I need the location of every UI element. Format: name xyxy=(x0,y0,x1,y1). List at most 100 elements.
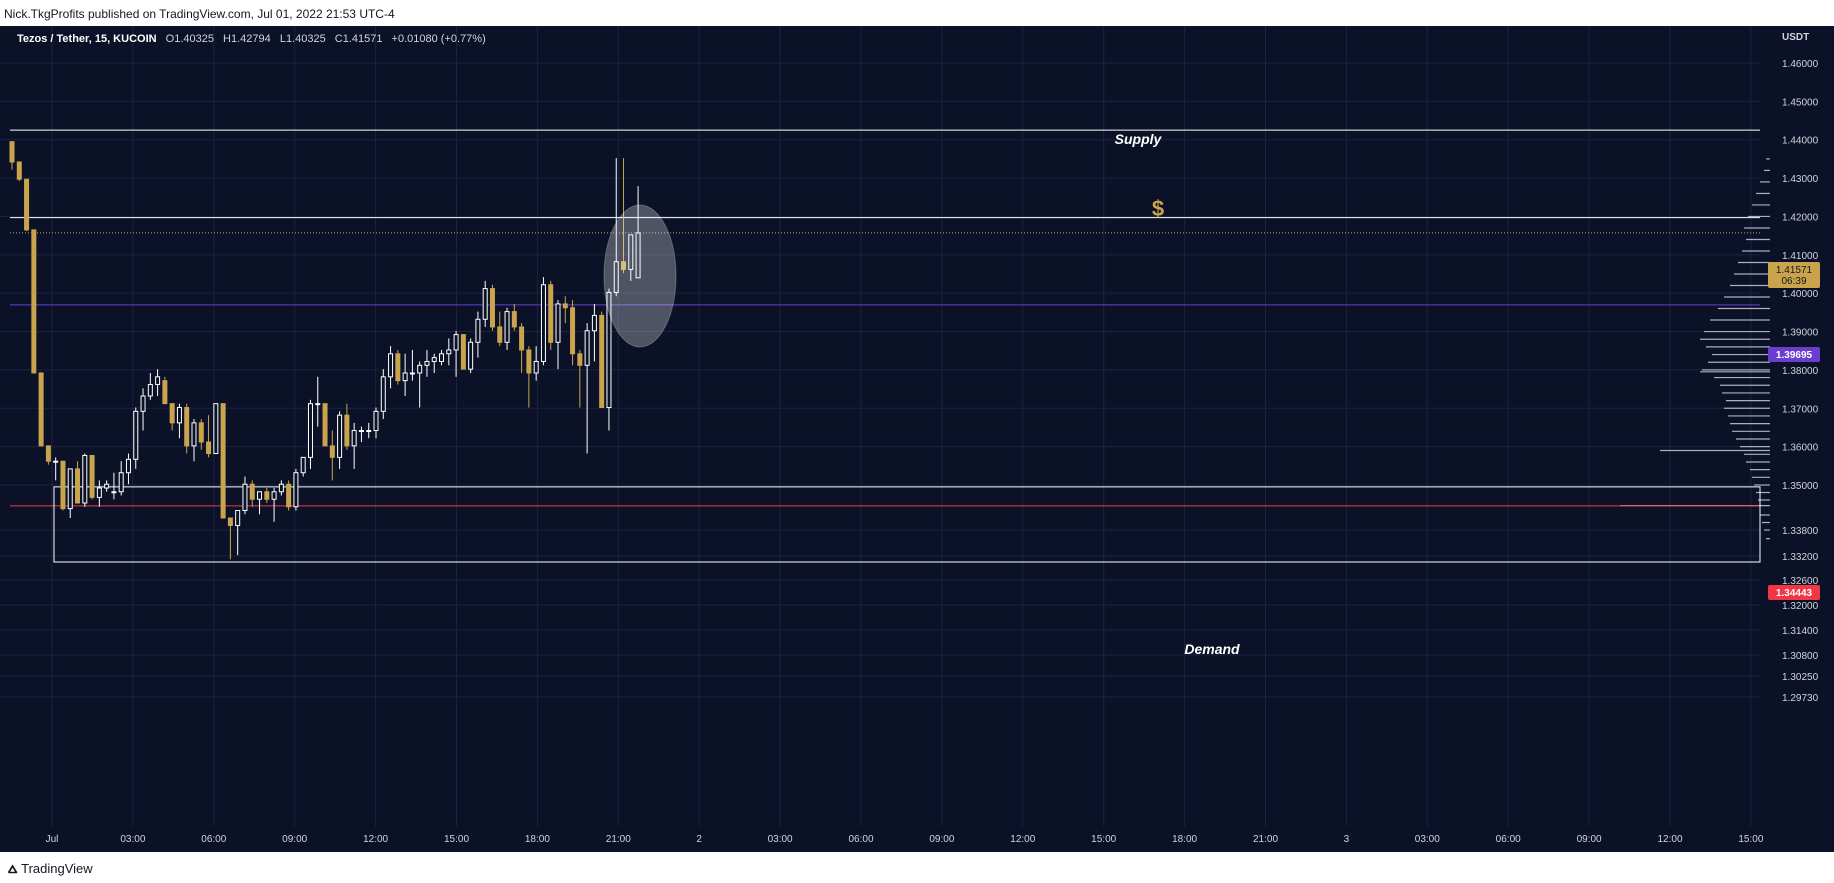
candle-body-bull[interactable] xyxy=(409,372,415,375)
candle-body-bear[interactable] xyxy=(570,307,576,355)
candle-body-bull[interactable] xyxy=(133,410,139,460)
candle-body-bull[interactable] xyxy=(591,314,597,332)
countdown-value: 06:39 xyxy=(1781,276,1806,287)
candle-body-bear[interactable] xyxy=(599,314,605,409)
candle-body-bear[interactable] xyxy=(89,454,95,498)
zones[interactable] xyxy=(53,486,1761,563)
candle-body-bull[interactable] xyxy=(417,364,423,374)
candle-body-bull[interactable] xyxy=(125,458,131,474)
candle-body-bear[interactable] xyxy=(45,445,51,462)
candle-body-bull[interactable] xyxy=(213,403,219,455)
candle-body-bull[interactable] xyxy=(482,288,488,320)
candle-body-bear[interactable] xyxy=(16,161,22,180)
candle-body-bull[interactable] xyxy=(358,430,364,433)
candle-body-bull[interactable] xyxy=(293,472,299,508)
candle-body-bull[interactable] xyxy=(402,372,408,382)
candle-body-bull[interactable] xyxy=(380,376,386,412)
candle-body-bull[interactable] xyxy=(468,341,474,370)
highlight-ellipse[interactable] xyxy=(603,204,677,348)
candle-body-bull[interactable] xyxy=(96,487,102,498)
candle-body-bull[interactable] xyxy=(67,468,73,510)
candle-body-bull[interactable] xyxy=(104,483,110,489)
candle-body-bull[interactable] xyxy=(307,403,313,458)
red-level-value: 1.34443 xyxy=(1776,588,1813,599)
candle-body-bear[interactable] xyxy=(526,349,532,374)
candle-body-bear[interactable] xyxy=(489,288,495,328)
candle-body-bull[interactable] xyxy=(257,491,263,500)
candle-body-bull[interactable] xyxy=(613,261,619,293)
candle-body-bull[interactable] xyxy=(155,376,161,385)
candle-body-bear[interactable] xyxy=(198,422,204,443)
candle-body-bull[interactable] xyxy=(242,483,248,511)
tradingview-logo[interactable]: ⩟ TradingView xyxy=(8,859,93,877)
candle-body-bear[interactable] xyxy=(220,403,226,519)
candle-body-bull[interactable] xyxy=(366,430,372,433)
candle-body-bull[interactable] xyxy=(111,491,117,494)
candle-body-bull[interactable] xyxy=(337,414,343,458)
demand-zone[interactable] xyxy=(53,486,1761,563)
candle-body-bull[interactable] xyxy=(278,483,284,493)
candle-body-bear[interactable] xyxy=(621,261,627,270)
candle-body-bull[interactable] xyxy=(533,360,539,374)
candle-body-bear[interactable] xyxy=(264,491,270,500)
candle-body-bear[interactable] xyxy=(249,483,255,500)
candle-body-bull[interactable] xyxy=(431,357,437,362)
candle-body-bear[interactable] xyxy=(322,403,328,447)
time-tick-label: 18:00 xyxy=(525,834,550,845)
candle-body-bull[interactable] xyxy=(628,234,634,270)
candle-body-bull[interactable] xyxy=(439,353,445,362)
candle-body-bull[interactable] xyxy=(140,395,146,412)
candle-body-bear[interactable] xyxy=(38,372,44,447)
candle-body-bear[interactable] xyxy=(286,483,292,508)
candle-body-bear[interactable] xyxy=(227,517,233,526)
candle-body-bull[interactable] xyxy=(373,410,379,432)
candle-body-bear[interactable] xyxy=(460,334,466,370)
candle-body-bear[interactable] xyxy=(9,141,15,163)
candle-body-bull[interactable] xyxy=(453,334,459,351)
candle-body-bull[interactable] xyxy=(53,460,59,463)
candle-body-bear[interactable] xyxy=(31,229,37,374)
candle-body-bull[interactable] xyxy=(606,291,612,409)
candle-body-bear[interactable] xyxy=(329,445,335,458)
candle-body-bear[interactable] xyxy=(562,303,568,309)
candle-body-bull[interactable] xyxy=(176,407,182,424)
candle-body-bear[interactable] xyxy=(344,414,350,447)
candle-body-bull[interactable] xyxy=(540,284,546,362)
candle-body-bull[interactable] xyxy=(191,422,197,447)
candle-body-bull[interactable] xyxy=(475,318,481,343)
candle-body-bull[interactable] xyxy=(555,303,561,343)
candle-body-bull[interactable] xyxy=(300,456,306,474)
candle-body-bear[interactable] xyxy=(497,326,503,343)
candle-body-bull[interactable] xyxy=(235,510,241,526)
price-axis[interactable]: USDT 1.46000 1.45000 1.44000 1.43000 1.42000… xyxy=(1782,32,1819,704)
candle-body-bull[interactable] xyxy=(82,454,88,504)
candle-body-bull[interactable] xyxy=(271,491,277,500)
candle-body-bull[interactable] xyxy=(388,353,394,378)
candle-body-bull[interactable] xyxy=(446,349,452,355)
horizontal-levels[interactable] xyxy=(10,129,1760,507)
candle-body-bear[interactable] xyxy=(511,311,517,328)
candle-body-bear[interactable] xyxy=(519,326,525,351)
candle-body-bear[interactable] xyxy=(184,407,190,447)
candle-body-bull[interactable] xyxy=(584,330,590,366)
candle-body-bear[interactable] xyxy=(395,353,401,382)
candle-body-bear[interactable] xyxy=(24,178,30,231)
candle-body-bull[interactable] xyxy=(635,232,641,279)
candle-body-bull[interactable] xyxy=(424,360,430,366)
candles[interactable] xyxy=(9,141,641,560)
time-axis[interactable]: Jul 03:00 06:00 09:00 12:00 15:00 18:00 21:00 2 0… xyxy=(46,834,1764,845)
price-chart[interactable]: Supply Demand $ Tezos / Tether, 15, KUCO… xyxy=(0,26,1834,852)
candle-body-bull[interactable] xyxy=(315,403,321,406)
candle-body-bull[interactable] xyxy=(504,311,510,343)
candle-body-bear[interactable] xyxy=(162,380,168,405)
candle-body-bear[interactable] xyxy=(548,284,554,343)
candle-body-bull[interactable] xyxy=(351,430,357,447)
price-tick-label: 1.44000 xyxy=(1782,136,1819,147)
candle-body-bear[interactable] xyxy=(206,441,212,455)
candle-body-bear[interactable] xyxy=(169,403,175,424)
candle-body-bear[interactable] xyxy=(75,468,81,504)
candle-body-bull[interactable] xyxy=(118,472,124,493)
candle-body-bear[interactable] xyxy=(60,460,66,510)
candle-body-bear[interactable] xyxy=(577,353,583,366)
candle-body-bull[interactable] xyxy=(147,383,153,397)
